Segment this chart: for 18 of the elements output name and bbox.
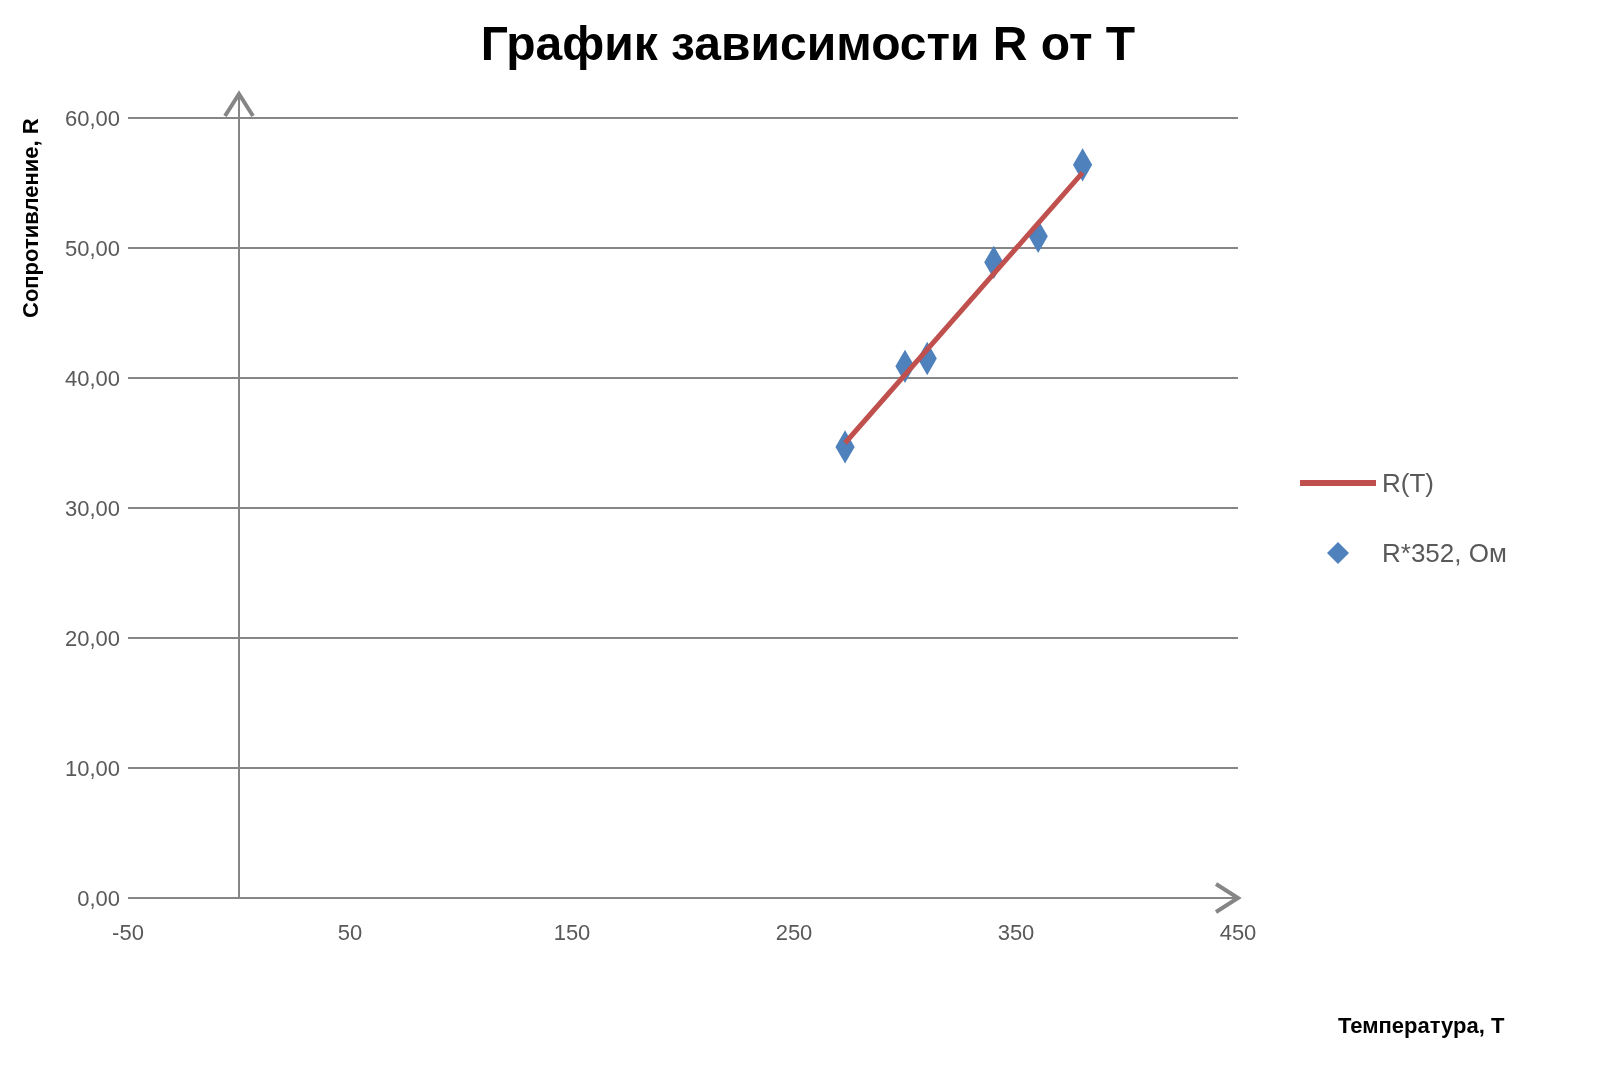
y-tick-label: 60,00 (64, 105, 120, 131)
x-tick-label: 150 (553, 919, 591, 945)
x-axis-title: Температура, T (1338, 1013, 1505, 1039)
x-tick-label: 450 (1219, 919, 1257, 945)
x-tick-label: 350 (997, 919, 1035, 945)
chart-title: График зависимости R от T (479, 16, 1137, 71)
legend-label: R(T) (1382, 467, 1434, 499)
y-tick-label: 0,00 (77, 885, 120, 911)
x-tick-label: -50 (112, 919, 144, 945)
legend-label: R*352, Ом (1382, 537, 1507, 569)
y-tick-label: 30,00 (64, 495, 120, 521)
y-tick-label: 40,00 (64, 365, 120, 391)
x-tick-label: 250 (775, 919, 813, 945)
x-tick-label: 50 (337, 919, 363, 945)
y-tick-label: 50,00 (64, 235, 120, 261)
y-tick-label: 10,00 (64, 755, 120, 781)
y-axis-title: Сопротивление, R (18, 118, 44, 318)
y-tick-label: 20,00 (64, 625, 120, 651)
